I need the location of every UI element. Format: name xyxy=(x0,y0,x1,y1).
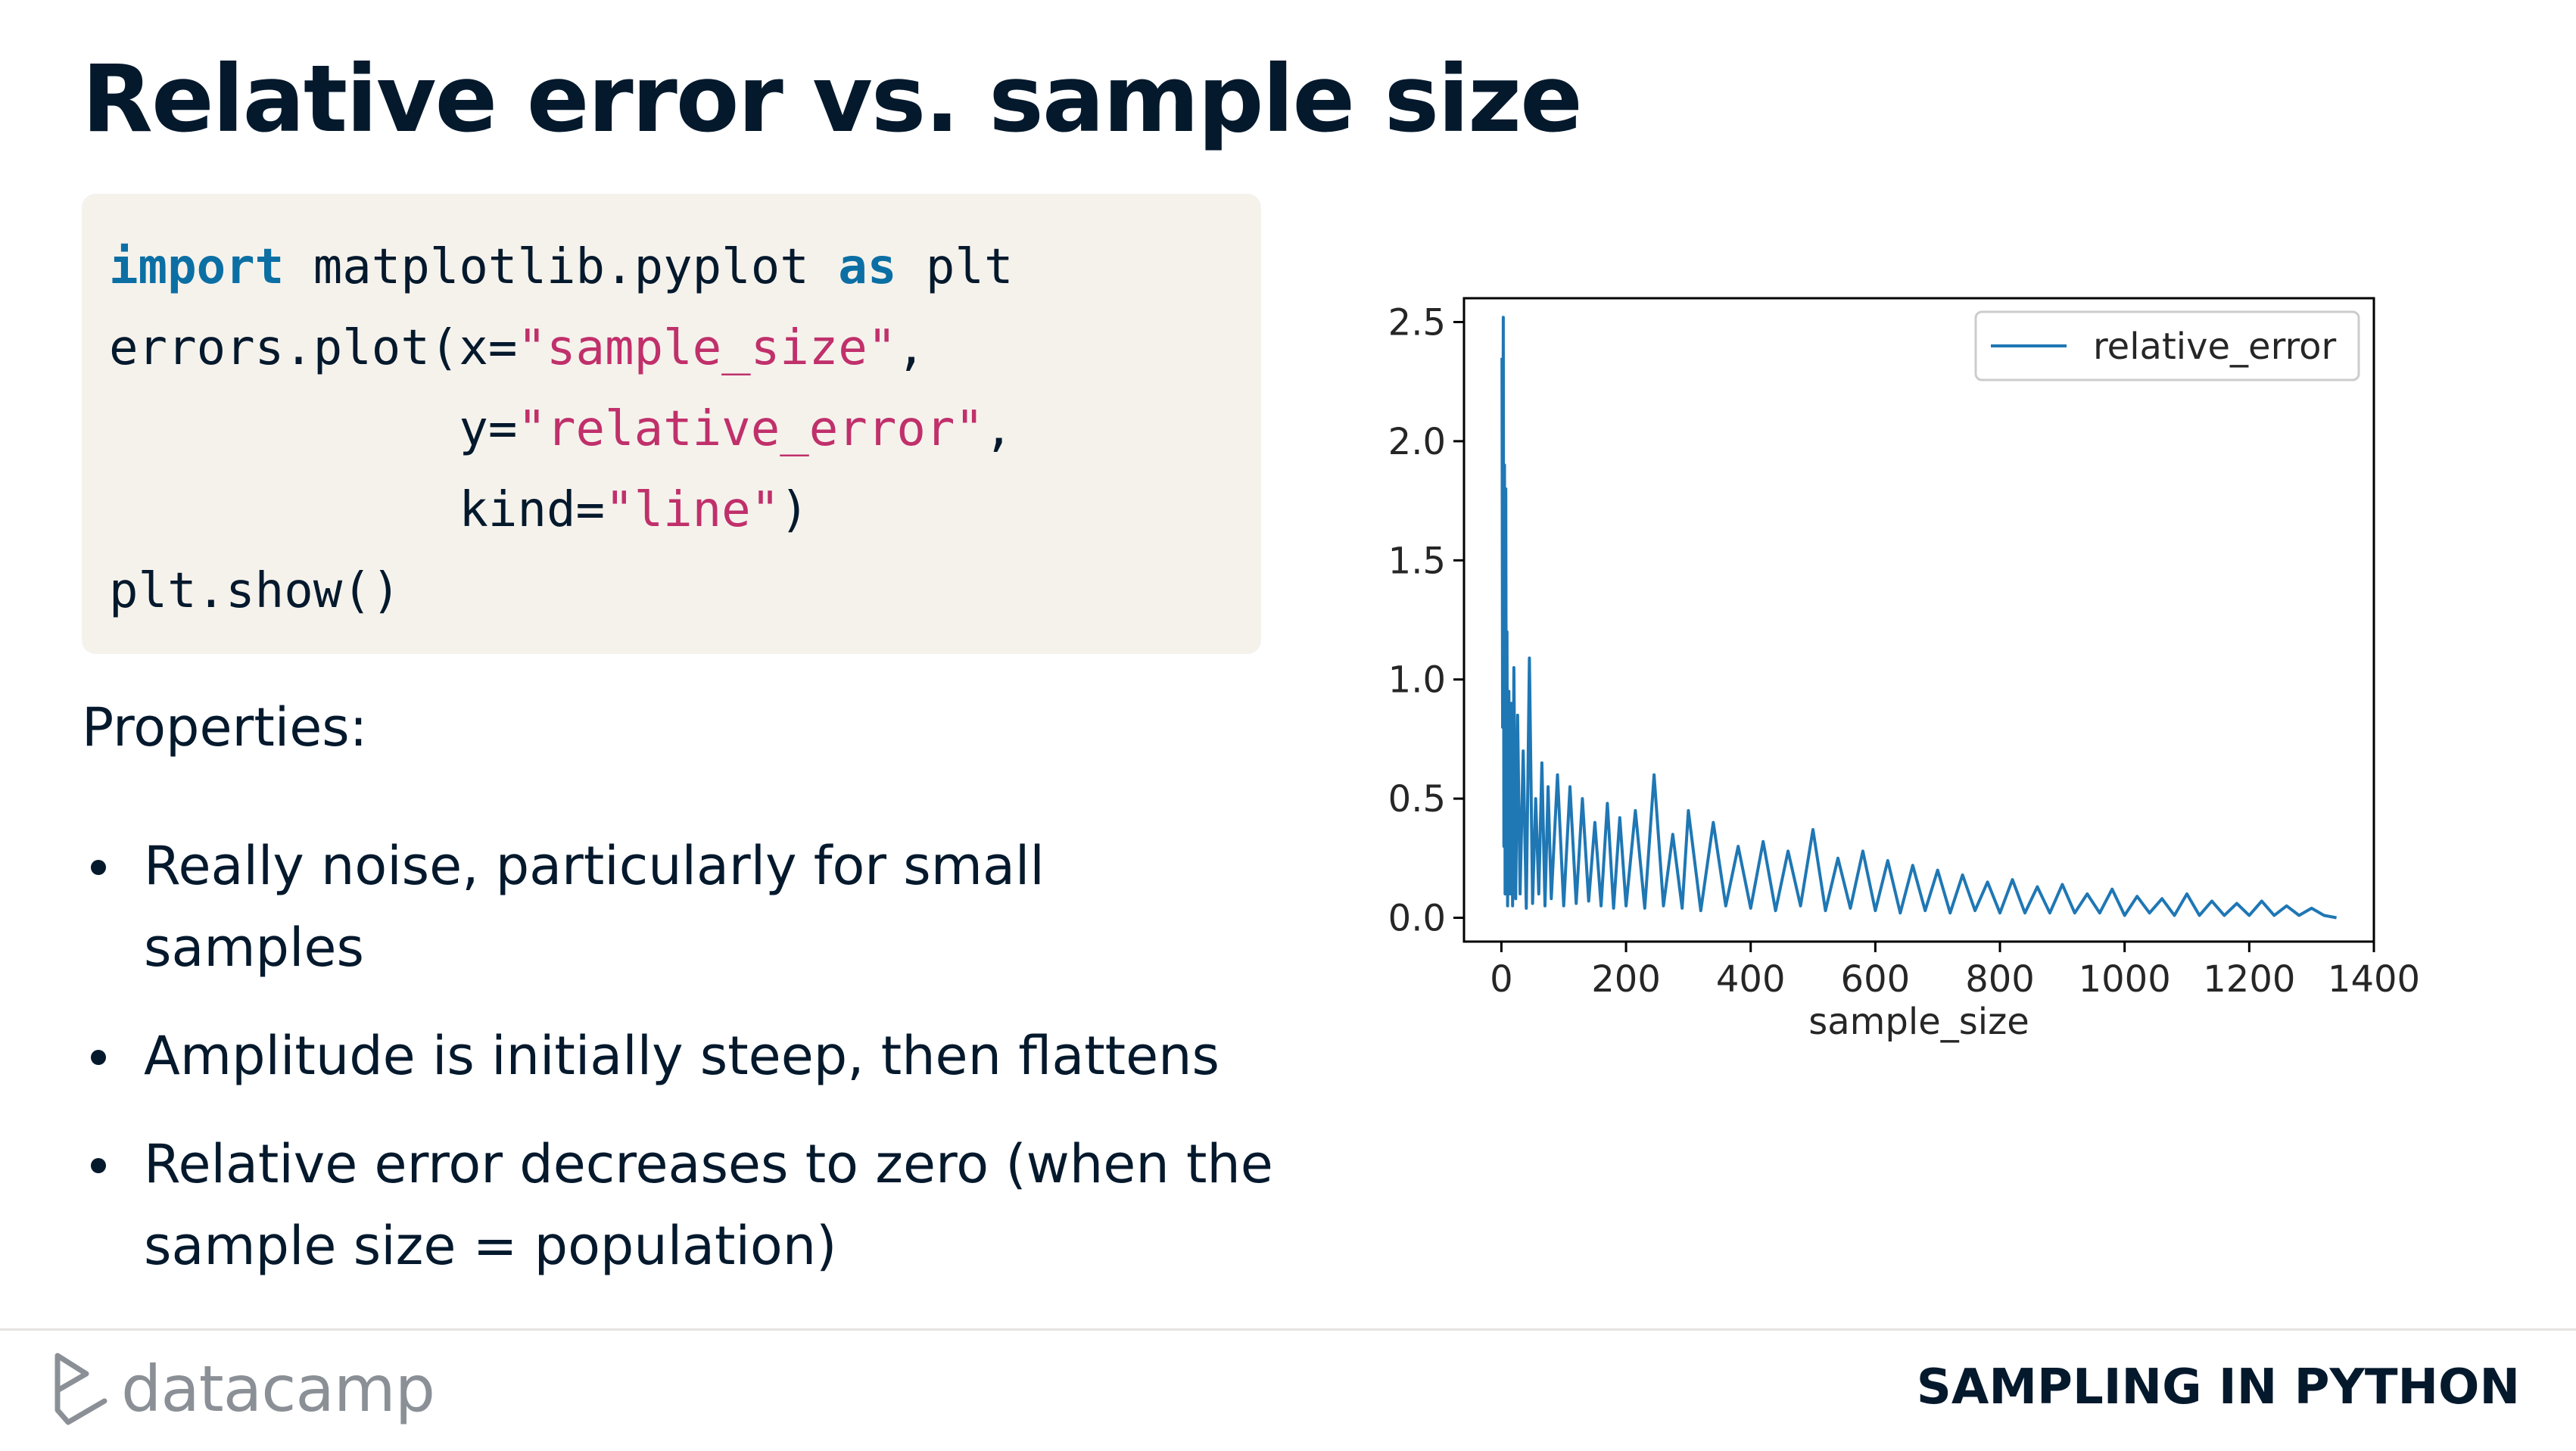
x-tick-label: 1000 xyxy=(2079,958,2171,1001)
chart-legend: relative_error xyxy=(1974,310,2360,381)
code-l3-end: , xyxy=(983,401,1014,457)
bullet-dot-icon xyxy=(91,860,106,875)
code-l4-end: ) xyxy=(780,482,809,538)
datacamp-logo: datacamp xyxy=(51,1347,435,1431)
bullet-dot-icon xyxy=(91,1158,106,1173)
y-tick-label: 1.5 xyxy=(1388,540,1446,582)
x-tick-label: 800 xyxy=(1965,958,2035,1001)
y-tick-label: 1.0 xyxy=(1388,659,1446,702)
bullet-list: Really noise, particularly for small sam… xyxy=(82,825,1278,1313)
bullet-text: Amplitude is initially steep, then flatt… xyxy=(144,1025,1220,1087)
code-line-3: y="relative_error", xyxy=(109,389,1261,470)
logo-wordmark: datacamp xyxy=(121,1352,435,1426)
relative-error-chart: 0 200 400 600 800 1000 1200 1400 0.0 0.5 1.0 1.5 2.0… xyxy=(1388,297,2420,1043)
code-module: matplotlib.pyplot xyxy=(284,239,839,295)
code-block: import matplotlib.pyplot as plt errors.p… xyxy=(82,194,1261,654)
x-tick-label: 1200 xyxy=(2203,958,2295,1001)
bullet-text: Relative error decreases to zero (when t… xyxy=(144,1133,1273,1277)
course-title: SAMPLING IN PYTHON xyxy=(1916,1359,2520,1415)
code-l2-string: "sample_size" xyxy=(517,320,897,376)
axis-ticks: 0 200 400 600 800 1000 1200 1400 0.0 0.5 1.0 1.5 2.0… xyxy=(1388,301,2420,1001)
code-alias: plt xyxy=(896,239,1014,295)
x-tick-label: 600 xyxy=(1841,958,1911,1001)
bullet-item: Really noise, particularly for small sam… xyxy=(82,825,1278,989)
code-l4-arg: kind= xyxy=(109,482,606,538)
code-line-2: errors.plot(x="sample_size", xyxy=(109,308,1261,389)
keyword-as: as xyxy=(838,239,897,295)
slide-title: Relative error vs. sample size xyxy=(82,45,1583,153)
series-line-relative-error xyxy=(1500,316,2337,920)
y-tick-label: 0.0 xyxy=(1388,898,1446,940)
code-line-4: kind="line") xyxy=(109,470,1261,551)
y-tick-label: 2.0 xyxy=(1388,421,1446,463)
y-tick-label: 2.5 xyxy=(1388,301,1446,344)
code-l2-end: , xyxy=(896,320,926,376)
x-tick-label: 200 xyxy=(1591,958,1661,1001)
x-axis-label: sample_size xyxy=(1808,1001,2029,1043)
datacamp-mark-icon xyxy=(55,1353,107,1425)
bullet-dot-icon xyxy=(91,1050,106,1065)
bullet-item: Relative error decreases to zero (when t… xyxy=(82,1123,1278,1287)
x-tick-label: 0 xyxy=(1490,958,1513,1001)
code-line-1: import matplotlib.pyplot as plt xyxy=(109,227,1261,308)
legend-label: relative_error xyxy=(2093,325,2337,368)
legend-box xyxy=(1974,310,2360,381)
properties-heading: Properties: xyxy=(82,696,368,758)
footer-divider xyxy=(0,1328,2576,1331)
x-tick-label: 1400 xyxy=(2328,958,2420,1001)
y-tick-label: 0.5 xyxy=(1388,778,1446,820)
code-l2-call: errors.plot(x= xyxy=(109,320,518,376)
code-l3-arg: y= xyxy=(109,401,518,457)
code-line-5: plt.show() xyxy=(109,563,401,619)
x-tick-label: 400 xyxy=(1716,958,1786,1001)
chart-container: 0 200 400 600 800 1000 1200 1400 0.0 0.5 1.0 1.5 2.0… xyxy=(1347,272,2437,1045)
bullet-text: Really noise, particularly for small sam… xyxy=(144,835,1045,979)
keyword-import: import xyxy=(109,239,285,295)
code-l3-string: "relative_error" xyxy=(517,401,984,457)
plot-area-frame xyxy=(1462,297,2375,943)
code-l4-string: "line" xyxy=(605,482,780,538)
bullet-item: Amplitude is initially steep, then flatt… xyxy=(82,1015,1278,1097)
